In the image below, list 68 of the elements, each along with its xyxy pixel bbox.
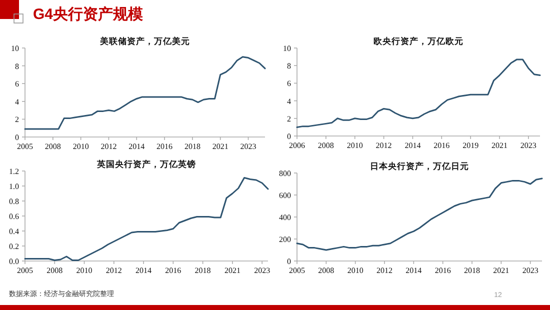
line-series bbox=[24, 56, 266, 130]
y-tick-label: 8 bbox=[287, 62, 291, 71]
x-tick-label: 2005 bbox=[17, 142, 33, 151]
x-tick-label: 2014 bbox=[128, 142, 145, 151]
y-tick-label: 800 bbox=[279, 169, 291, 178]
y-tick-label: 6 bbox=[287, 79, 291, 88]
y-tick-label: 0 bbox=[287, 257, 291, 266]
x-tick-label: 2023 bbox=[254, 266, 270, 275]
y-tick-label: 10 bbox=[11, 44, 19, 53]
x-tick-label: 2016 bbox=[156, 142, 173, 151]
y-tick-label: 1.0 bbox=[9, 182, 19, 191]
y-tick-label: 2 bbox=[287, 114, 291, 124]
y-tick-label: 0 bbox=[287, 132, 291, 141]
x-tick-label: 2023 bbox=[520, 141, 536, 150]
x-tick-label: 2014 bbox=[406, 266, 422, 275]
x-tick-label: 2012 bbox=[100, 142, 117, 151]
x-tick-label: 2018 bbox=[464, 266, 480, 275]
y-tick-label: 0 bbox=[15, 133, 19, 142]
text: G4央行资产规模 bbox=[33, 6, 144, 23]
y-tick-label: 0.0 bbox=[9, 257, 19, 266]
x-tick-label: 2021 bbox=[493, 266, 510, 275]
x-tick-label: 2018 bbox=[184, 142, 200, 151]
x-tick-label: 2016 bbox=[434, 266, 451, 275]
x-tick-label: 2012 bbox=[106, 266, 122, 275]
y-tick-label: 600 bbox=[279, 191, 291, 200]
y-tick-label: 6 bbox=[15, 80, 19, 89]
x-tick-label: 2008 bbox=[44, 142, 61, 151]
x-tick-label: 2012 bbox=[376, 141, 392, 150]
x-tick-label: 2010 bbox=[76, 266, 92, 275]
x-tick-label: 2010 bbox=[347, 266, 364, 275]
x-tick-label: 2010 bbox=[72, 142, 89, 151]
y-tick-label: 10 bbox=[283, 44, 291, 53]
y-tick-label: 2 bbox=[15, 115, 19, 124]
x-tick-label: 2016 bbox=[434, 141, 450, 150]
x-tick-label: 2008 bbox=[318, 141, 334, 150]
x-tick-label: 2018 bbox=[194, 266, 211, 275]
x-tick-label: 2010 bbox=[346, 141, 363, 150]
chart-title: 英国央行资产，万亿英镑 bbox=[96, 159, 196, 169]
line-series bbox=[296, 58, 541, 128]
y-tick-label: 400 bbox=[279, 213, 291, 222]
x-tick-label: 2023 bbox=[522, 266, 538, 275]
x-tick-label: 2012 bbox=[376, 266, 392, 275]
line-series bbox=[296, 178, 543, 251]
x-tick-label: 2021 bbox=[492, 141, 508, 150]
y-tick-label: 4 bbox=[287, 96, 291, 106]
y-tick-label: 8 bbox=[15, 62, 19, 71]
y-tick-label: 200 bbox=[279, 235, 291, 244]
y-tick-label: 0.6 bbox=[9, 212, 19, 221]
x-tick-label: 2016 bbox=[165, 266, 182, 275]
x-tick-label: 2021 bbox=[212, 142, 228, 151]
y-tick-label: 0.2 bbox=[9, 242, 19, 251]
x-tick-label: 2023 bbox=[240, 142, 256, 151]
x-tick-label: 2008 bbox=[46, 266, 63, 275]
y-tick-label: 0.8 bbox=[9, 197, 19, 206]
chart-title: 美联储资产，万亿美元 bbox=[99, 36, 190, 46]
x-tick-label: 2014 bbox=[136, 266, 152, 275]
x-tick-label: 2008 bbox=[318, 266, 334, 275]
y-tick-label: 1.2 bbox=[9, 167, 19, 176]
x-tick-label: 2021 bbox=[224, 266, 240, 275]
x-tick-label: 2005 bbox=[289, 266, 305, 275]
x-tick-label: 2014 bbox=[404, 141, 421, 150]
x-tick-label: 2019 bbox=[462, 141, 479, 150]
y-tick-label: 4 bbox=[15, 97, 19, 106]
x-tick-label: 2006 bbox=[289, 141, 305, 150]
x-tick-label: 2005 bbox=[17, 266, 33, 275]
y-tick-label: 0.4 bbox=[9, 227, 19, 236]
chart-title: 欧央行资产，万亿欧元 bbox=[374, 36, 464, 46]
chart-title: 日本央行资产，万亿日元 bbox=[370, 161, 469, 171]
